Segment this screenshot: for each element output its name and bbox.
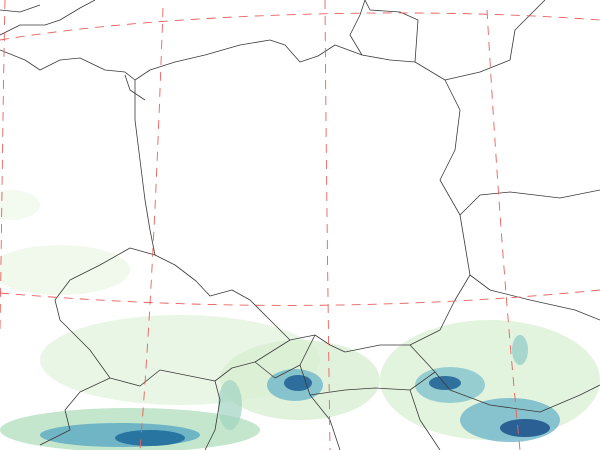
precip-heavy (429, 376, 461, 390)
parallel (0, 12, 600, 41)
precip-heavy (115, 430, 185, 446)
meridian (324, 0, 331, 450)
ukraine-border (434, 189, 600, 413)
precip-medium (512, 335, 528, 365)
poland-border (134, 39, 471, 353)
precip-light (0, 245, 130, 295)
parallel (0, 289, 600, 306)
precip-medium (460, 398, 560, 442)
austria-border (39, 377, 221, 450)
meridian (486, 9, 521, 450)
precip-medium (218, 380, 242, 430)
precip-heavy (500, 419, 550, 437)
precip-light (0, 190, 40, 220)
germany-coast (0, 0, 146, 101)
belarus-lithuania-border (349, 0, 546, 81)
